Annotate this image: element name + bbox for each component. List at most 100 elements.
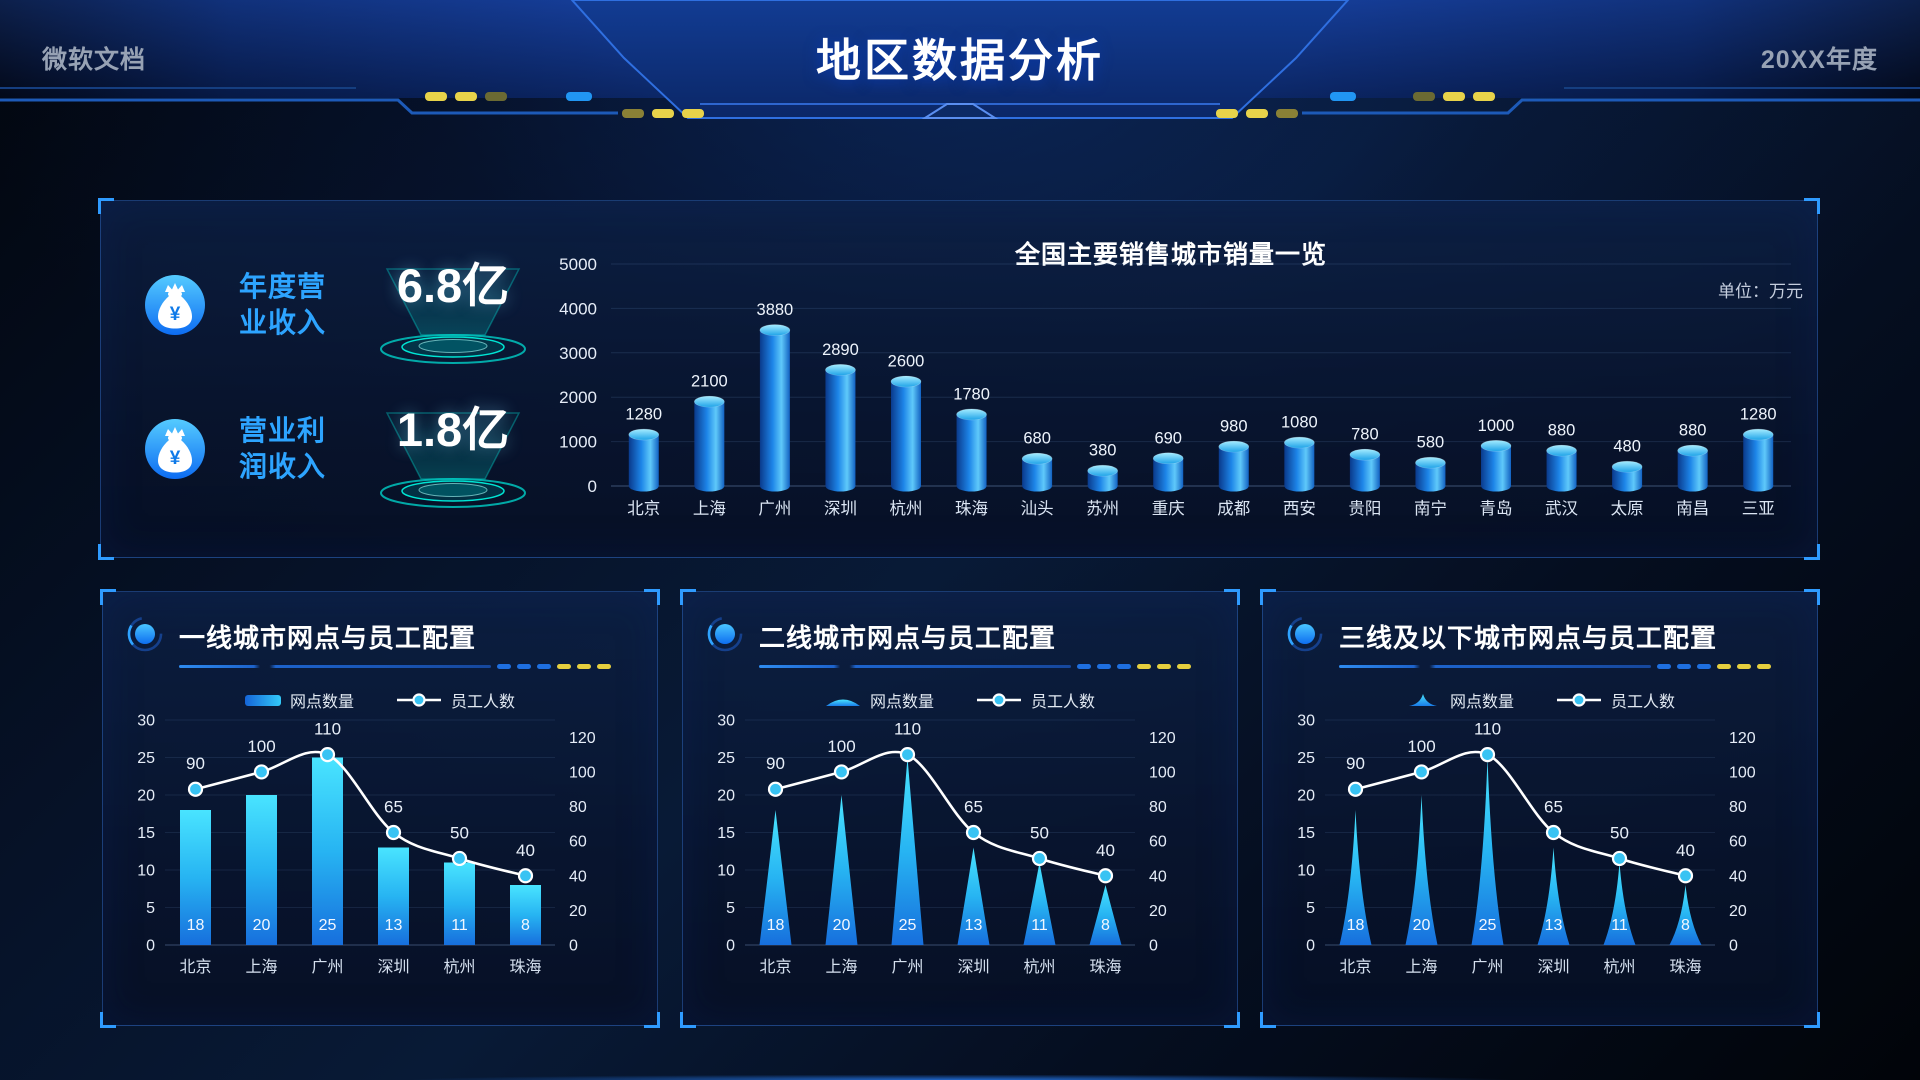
svg-text:20: 20: [1729, 903, 1747, 920]
svg-text:11: 11: [1611, 917, 1628, 934]
svg-text:珠海: 珠海: [1089, 958, 1121, 976]
chart-unit-label: 单位：万元: [1718, 282, 1803, 301]
svg-text:珠海: 珠海: [1669, 958, 1701, 976]
footer-glow: [268, 1075, 1652, 1080]
kpi-value-pedestal: 6.8亿: [361, 247, 545, 373]
svg-text:苏州: 苏州: [1086, 499, 1119, 518]
svg-text:贵阳: 贵阳: [1348, 499, 1381, 518]
chart-legend: 网点数量 员工人数: [1263, 688, 1817, 712]
svg-text:110: 110: [1474, 720, 1501, 739]
svg-text:0: 0: [588, 477, 597, 496]
svg-text:100: 100: [1729, 764, 1756, 781]
svg-text:深圳: 深圳: [957, 958, 989, 976]
员工人数-line: [1347, 747, 1694, 884]
svg-text:2600: 2600: [888, 353, 925, 371]
svg-text:40: 40: [569, 868, 587, 885]
gridlines: [165, 719, 555, 946]
svg-text:980: 980: [1220, 418, 1248, 436]
kpi-value: 6.8亿: [396, 259, 510, 312]
chart-legend: 网点数量 员工人数: [103, 688, 657, 712]
svg-text:广州: 广州: [891, 958, 923, 976]
svg-text:880: 880: [1548, 422, 1576, 440]
svg-text:杭州: 杭州: [890, 499, 923, 518]
svg-text:1280: 1280: [625, 406, 662, 424]
svg-text:380: 380: [1089, 442, 1117, 460]
svg-text:20: 20: [1149, 903, 1167, 920]
corner-bracket: [1804, 1012, 1820, 1028]
corner-bracket: [1260, 589, 1276, 605]
svg-text:5: 5: [726, 900, 735, 917]
radar-ring-icon: [1287, 616, 1323, 652]
svg-text:上海: 上海: [825, 958, 857, 976]
svg-text:1000: 1000: [1478, 417, 1515, 435]
svg-text:0: 0: [569, 938, 578, 955]
svg-text:50: 50: [1610, 823, 1629, 842]
svg-text:40: 40: [1676, 841, 1695, 860]
svg-text:18: 18: [767, 917, 785, 934]
corner-bracket: [1224, 589, 1240, 605]
svg-text:40: 40: [516, 841, 535, 860]
svg-text:0: 0: [146, 938, 155, 955]
combo-chart: 0 5 10 15 20 25 30 0 20 40 60 80 100 120 18 北京 20 上海 25 广州 1…: [717, 713, 1176, 977]
svg-text:780: 780: [1351, 426, 1379, 444]
svg-text:2000: 2000: [559, 388, 597, 407]
svg-text:3880: 3880: [757, 301, 794, 319]
bar-legend-swatch: [244, 694, 281, 706]
svg-text:13: 13: [385, 917, 403, 934]
员工人数-line: [187, 747, 534, 884]
tier2-panel: 二线城市网点与员工配置 网点数量 员工人数 0 5 10 15 20 25 30 0 20 40 6…: [680, 589, 1240, 1028]
svg-text:25: 25: [717, 750, 735, 767]
svg-text:40: 40: [1149, 868, 1167, 885]
corner-bracket: [98, 544, 114, 560]
line-legend-swatch: [1557, 693, 1601, 707]
header-left-label: 微软文档: [42, 46, 147, 74]
page-title: 地区数据分析: [815, 35, 1104, 86]
svg-text:120: 120: [1149, 730, 1176, 747]
svg-text:15: 15: [1297, 825, 1315, 842]
spike-legend-swatch: [1408, 694, 1437, 706]
svg-text:480: 480: [1613, 438, 1641, 456]
svg-text:25: 25: [899, 917, 917, 934]
svg-text:90: 90: [1346, 754, 1365, 773]
panel-title: 一线城市网点与员工配置: [179, 623, 477, 653]
svg-text:100: 100: [1407, 737, 1435, 756]
svg-text:100: 100: [569, 764, 596, 781]
legend-item-outlets: 网点数量: [825, 688, 934, 712]
radar-ring-icon: [127, 616, 163, 652]
svg-text:20: 20: [569, 903, 587, 920]
kpi-label: 营业利 润收入: [239, 415, 327, 482]
svg-text:60: 60: [569, 834, 587, 851]
svg-text:65: 65: [964, 798, 983, 817]
svg-text:汕头: 汕头: [1021, 499, 1054, 518]
svg-text:¥: ¥: [170, 448, 181, 469]
title-underline: [1339, 664, 1771, 669]
svg-text:1780: 1780: [953, 385, 990, 403]
svg-text:100: 100: [827, 737, 855, 756]
svg-text:5: 5: [1306, 900, 1315, 917]
combo-chart: 0 5 10 15 20 25 30 0 20 40 60 80 100 120 18 北京 20 上海 25 广州 1…: [137, 713, 596, 977]
corner-bracket: [1224, 1012, 1240, 1028]
svg-text:1280: 1280: [1740, 406, 1777, 424]
svg-text:0: 0: [1149, 938, 1158, 955]
svg-text:4000: 4000: [559, 299, 597, 318]
svg-text:30: 30: [137, 713, 155, 730]
svg-text:880: 880: [1679, 422, 1707, 440]
svg-text:南昌: 南昌: [1676, 499, 1709, 518]
svg-text:北京: 北京: [759, 958, 791, 976]
svg-text:18: 18: [1347, 917, 1365, 934]
svg-text:60: 60: [1149, 834, 1167, 851]
panel-title: 三线及以下城市网点与员工配置: [1339, 623, 1718, 653]
svg-text:5: 5: [146, 900, 155, 917]
svg-text:18: 18: [187, 917, 205, 934]
svg-text:80: 80: [1729, 799, 1747, 816]
svg-text:深圳: 深圳: [377, 958, 409, 976]
title-underline: [759, 664, 1191, 669]
corner-bracket: [680, 589, 696, 605]
svg-text:25: 25: [137, 750, 155, 767]
svg-text:50: 50: [450, 823, 469, 842]
panel-title: 二线城市网点与员工配置: [759, 623, 1057, 653]
overview-panel: ¥ 年度营 业收入 6.8亿 ¥: [98, 198, 1820, 560]
corner-bracket: [644, 1012, 660, 1028]
svg-text:11: 11: [451, 917, 468, 934]
svg-text:80: 80: [569, 799, 587, 816]
